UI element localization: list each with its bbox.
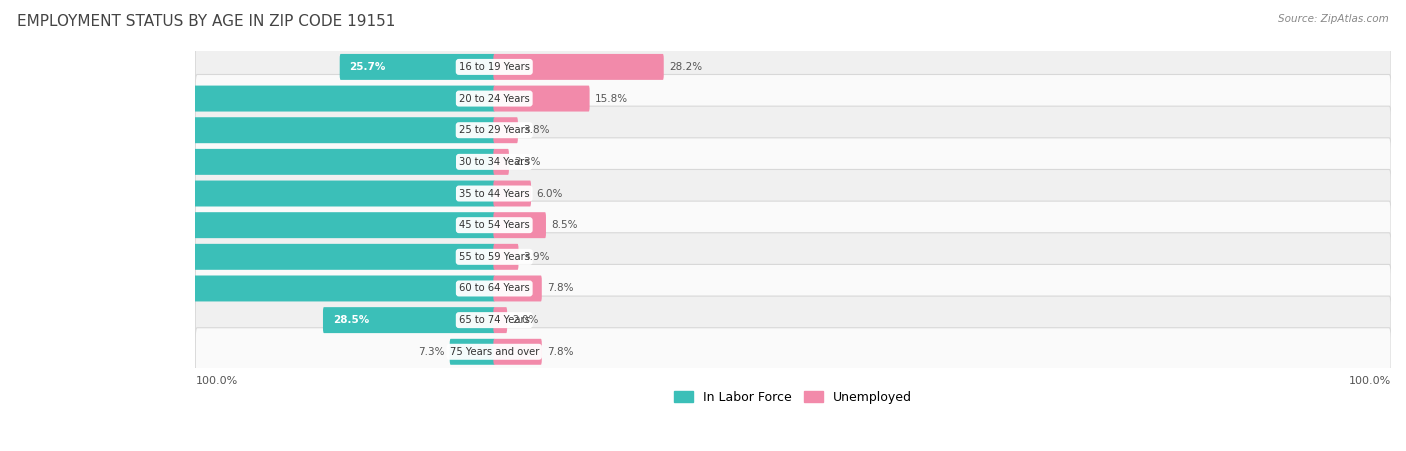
FancyBboxPatch shape — [195, 138, 1391, 186]
Text: 28.5%: 28.5% — [333, 315, 370, 325]
Legend: In Labor Force, Unemployed: In Labor Force, Unemployed — [669, 386, 917, 409]
Text: 25.7%: 25.7% — [350, 62, 387, 72]
Text: 60 to 64 Years: 60 to 64 Years — [458, 284, 530, 294]
FancyBboxPatch shape — [195, 106, 1391, 154]
FancyBboxPatch shape — [450, 339, 495, 365]
Text: Source: ZipAtlas.com: Source: ZipAtlas.com — [1278, 14, 1389, 23]
Text: 16 to 19 Years: 16 to 19 Years — [458, 62, 530, 72]
FancyBboxPatch shape — [494, 180, 531, 207]
Text: 78.7%: 78.7% — [32, 125, 69, 135]
FancyBboxPatch shape — [494, 54, 664, 80]
Text: 8.5%: 8.5% — [551, 220, 578, 230]
Text: 15.8%: 15.8% — [595, 93, 628, 104]
FancyBboxPatch shape — [195, 201, 1391, 249]
FancyBboxPatch shape — [494, 307, 508, 333]
FancyBboxPatch shape — [494, 339, 541, 365]
Text: 79.7%: 79.7% — [27, 220, 63, 230]
FancyBboxPatch shape — [13, 149, 495, 175]
FancyBboxPatch shape — [340, 54, 495, 80]
FancyBboxPatch shape — [22, 117, 495, 143]
FancyBboxPatch shape — [494, 276, 541, 301]
FancyBboxPatch shape — [0, 180, 495, 207]
FancyBboxPatch shape — [195, 328, 1391, 376]
FancyBboxPatch shape — [494, 212, 546, 238]
Text: 100.0%: 100.0% — [1348, 376, 1391, 386]
Text: 65 to 74 Years: 65 to 74 Years — [458, 315, 530, 325]
Text: EMPLOYMENT STATUS BY AGE IN ZIP CODE 19151: EMPLOYMENT STATUS BY AGE IN ZIP CODE 191… — [17, 14, 395, 28]
Text: 55 to 59 Years: 55 to 59 Years — [458, 252, 530, 262]
FancyBboxPatch shape — [494, 244, 519, 270]
Text: 3.9%: 3.9% — [523, 252, 550, 262]
Text: 3.8%: 3.8% — [523, 125, 550, 135]
FancyBboxPatch shape — [195, 74, 1391, 123]
FancyBboxPatch shape — [195, 170, 1391, 217]
Text: 75 Years and over: 75 Years and over — [450, 347, 538, 357]
Text: 35 to 44 Years: 35 to 44 Years — [458, 189, 530, 198]
FancyBboxPatch shape — [494, 117, 517, 143]
FancyBboxPatch shape — [195, 296, 1391, 344]
Text: 28.2%: 28.2% — [669, 62, 702, 72]
FancyBboxPatch shape — [195, 264, 1391, 313]
Text: 7.8%: 7.8% — [547, 347, 574, 357]
FancyBboxPatch shape — [494, 149, 509, 175]
FancyBboxPatch shape — [195, 43, 1391, 91]
Text: 100.0%: 100.0% — [195, 376, 238, 386]
Text: 2.3%: 2.3% — [515, 157, 540, 167]
Text: 71.2%: 71.2% — [77, 93, 114, 104]
Text: 57.6%: 57.6% — [159, 284, 195, 294]
Text: 7.3%: 7.3% — [418, 347, 444, 357]
Text: 59.9%: 59.9% — [145, 252, 181, 262]
Text: 6.0%: 6.0% — [536, 189, 562, 198]
Text: 20 to 24 Years: 20 to 24 Years — [458, 93, 530, 104]
FancyBboxPatch shape — [67, 86, 495, 111]
Text: 30 to 34 Years: 30 to 34 Years — [458, 157, 530, 167]
Text: 25 to 29 Years: 25 to 29 Years — [458, 125, 530, 135]
FancyBboxPatch shape — [17, 212, 495, 238]
FancyBboxPatch shape — [323, 307, 495, 333]
Text: 2.0%: 2.0% — [512, 315, 538, 325]
FancyBboxPatch shape — [195, 233, 1391, 281]
Text: 7.8%: 7.8% — [547, 284, 574, 294]
Text: 84.6%: 84.6% — [0, 189, 34, 198]
FancyBboxPatch shape — [494, 86, 589, 111]
FancyBboxPatch shape — [149, 276, 495, 301]
Text: 80.4%: 80.4% — [22, 157, 59, 167]
FancyBboxPatch shape — [135, 244, 495, 270]
Text: 45 to 54 Years: 45 to 54 Years — [458, 220, 530, 230]
